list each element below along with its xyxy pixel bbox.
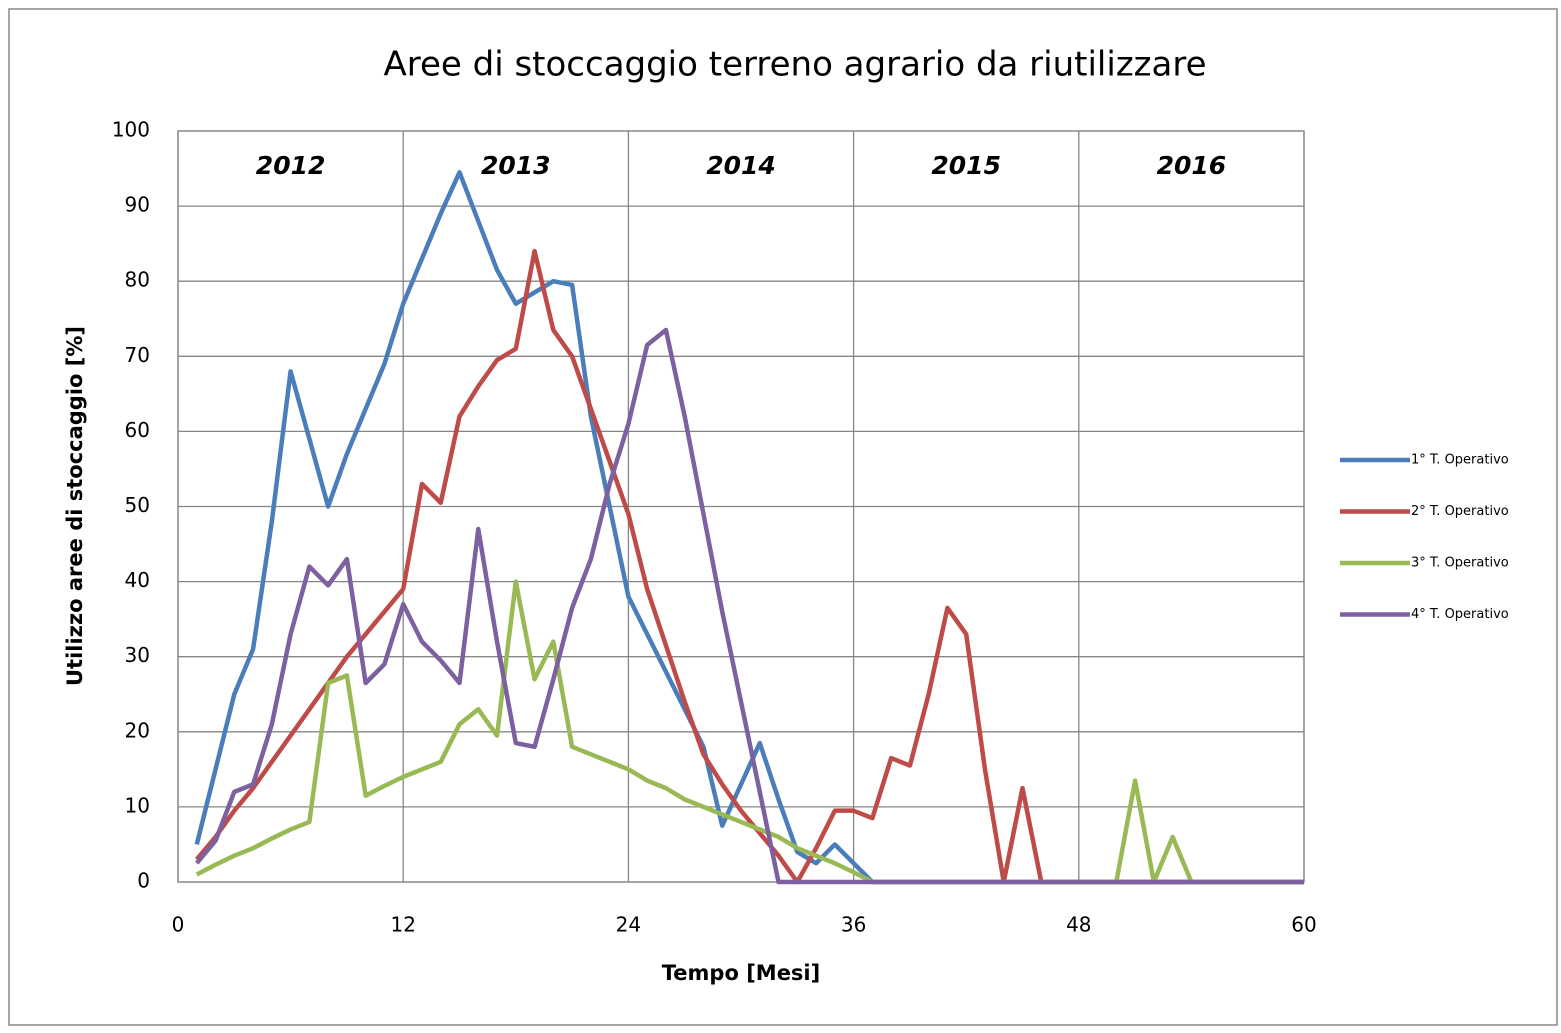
y-tick-label: 10: [125, 793, 150, 817]
series-line: [195, 327, 1304, 885]
chart-title: Aree di stoccaggio terreno agrario da ri…: [383, 45, 1206, 85]
y-tick-label: 70: [125, 343, 150, 367]
x-tick-label: 48: [1066, 913, 1091, 937]
x-tick-label: 36: [841, 913, 866, 937]
y-tick-label: 80: [125, 268, 150, 292]
y-tick-label: 0: [137, 869, 150, 893]
y-tick-label: 30: [125, 643, 150, 667]
y-tick-label: 90: [125, 193, 150, 217]
y-tick-label: 50: [125, 493, 150, 517]
legend-label: 2° T. Operativo: [1411, 504, 1509, 519]
year-label: 2012: [256, 151, 326, 180]
y-tick-label: 100: [112, 118, 150, 142]
year-label: 2014: [706, 151, 776, 180]
year-label: 2013: [481, 151, 551, 180]
year-label: 2016: [1157, 151, 1227, 180]
y-tick-label: 40: [125, 568, 150, 592]
year-label: 2015: [931, 151, 1001, 180]
x-tick-label: 12: [390, 913, 415, 937]
legend-label: 4° T. Operativo: [1411, 607, 1509, 622]
series-line: [195, 579, 1304, 885]
x-tick-label: 24: [616, 913, 641, 937]
x-axis-label: Tempo [Mesi]: [662, 961, 820, 985]
x-tick-label: 0: [172, 913, 185, 937]
legend-label: 3° T. Operativo: [1411, 556, 1509, 571]
y-tick-label: 60: [125, 418, 150, 442]
x-tick-label: 60: [1291, 913, 1316, 937]
y-axis-label: Utilizzo aree di stoccaggio [%]: [63, 326, 87, 686]
legend-label: 1° T. Operativo: [1411, 453, 1509, 468]
y-tick-label: 20: [125, 718, 150, 742]
